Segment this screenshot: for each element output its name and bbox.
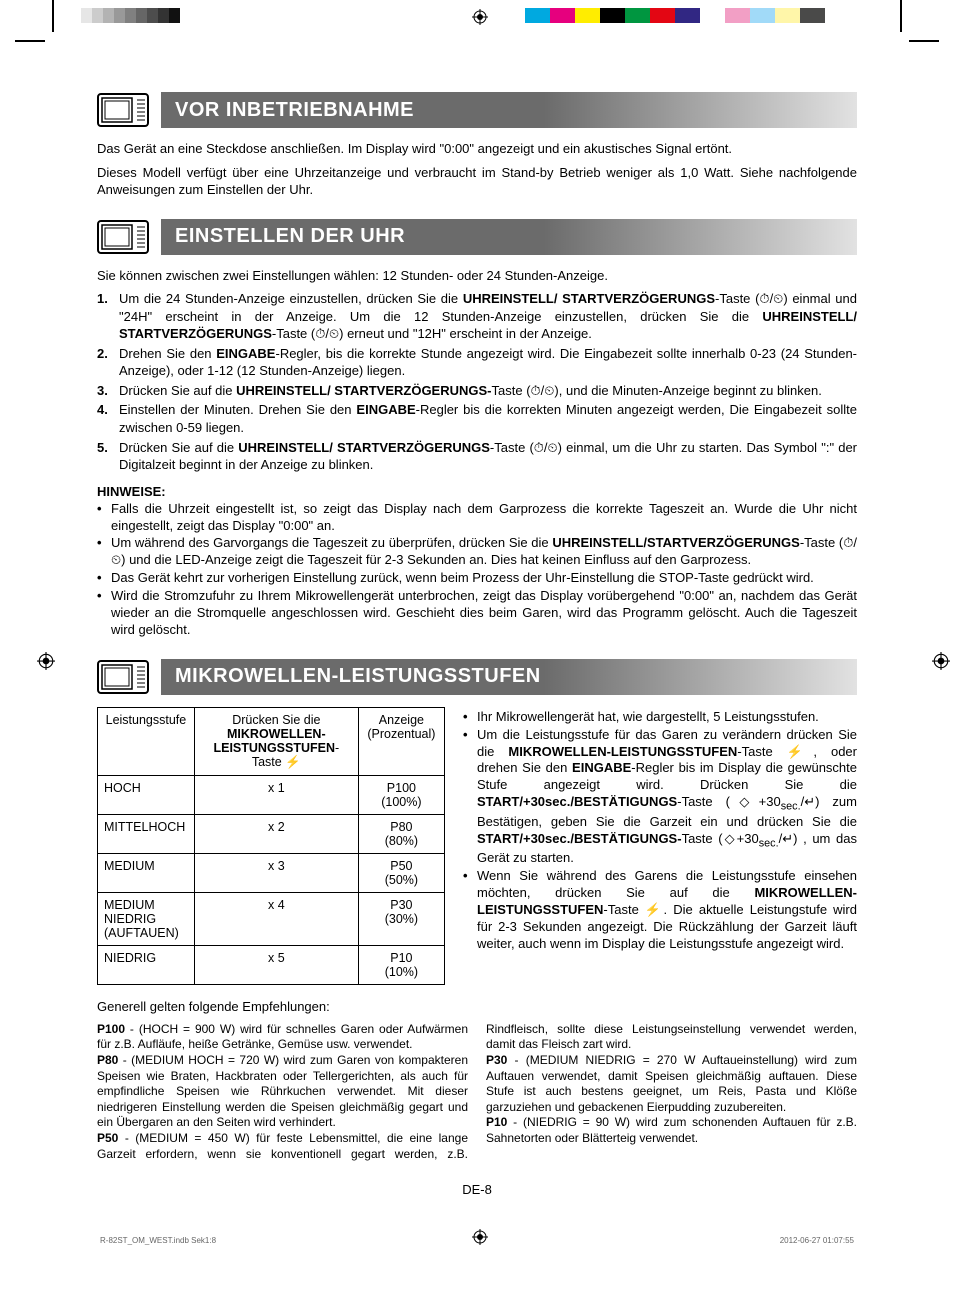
registration-mark-icon bbox=[37, 652, 55, 670]
step-item: 2.Drehen Sie den EINGABE-Regler, bis die… bbox=[97, 345, 857, 380]
hints-list: Falls die Uhrzeit eingestellt ist, so ze… bbox=[97, 501, 857, 639]
hint-item: Das Gerät kehrt zur vorherigen Einstellu… bbox=[97, 570, 857, 587]
section-title: EINSTELLEN DER UHR bbox=[161, 219, 857, 255]
section-header-power: MIKROWELLEN-LEISTUNGSSTUFEN bbox=[97, 657, 857, 697]
table-cell: NIEDRIG bbox=[98, 945, 195, 984]
table-cell: P10(10%) bbox=[358, 945, 444, 984]
table-row: NIEDRIGx 5P10(10%) bbox=[98, 945, 445, 984]
table-cell: MEDIUM bbox=[98, 853, 195, 892]
table-header: Leistungsstufe bbox=[98, 707, 195, 775]
table-row: MITTELHOCHx 2P80(80%) bbox=[98, 814, 445, 853]
table-header: Anzeige (Prozentual) bbox=[358, 707, 444, 775]
power-two-col: LeistungsstufeDrücken Sie die MIKROWELLE… bbox=[97, 707, 857, 985]
section-title: VOR INBETRIEBNAHME bbox=[161, 92, 857, 128]
paragraph: Dieses Modell verfügt über eine Uhrzeita… bbox=[97, 164, 857, 199]
table-cell: x 4 bbox=[194, 892, 358, 945]
list-item: Um die Leistungsstufe für das Garen zu v… bbox=[463, 727, 857, 868]
table-cell: P50(50%) bbox=[358, 853, 444, 892]
table-cell: MEDIUM NIEDRIG(AUFTAUEN) bbox=[98, 892, 195, 945]
table-row: MEDIUM NIEDRIG(AUFTAUEN)x 4P30(30%) bbox=[98, 892, 445, 945]
step-item: 3.Drücken Sie auf die UHREINSTELL/ START… bbox=[97, 382, 857, 400]
section-header-uhr: EINSTELLEN DER UHR bbox=[97, 217, 857, 257]
paragraph: Das Gerät an eine Steckdose anschließen.… bbox=[97, 140, 857, 158]
recs-body: P100 - (HOCH = 900 W) wird für schnelles… bbox=[97, 1022, 857, 1162]
microwave-icon bbox=[97, 217, 149, 257]
step-item: 1.Um die 24 Stunden-Anzeige einzustellen… bbox=[97, 290, 857, 343]
hint-item: Um während des Garvorgangs die Tageszeit… bbox=[97, 535, 857, 569]
table-header: Drücken Sie die MIKROWELLEN-LEISTUNGSSTU… bbox=[194, 707, 358, 775]
table-cell: MITTELHOCH bbox=[98, 814, 195, 853]
step-item: 5.Drücken Sie auf die UHREINSTELL/ START… bbox=[97, 439, 857, 474]
table-cell: x 3 bbox=[194, 853, 358, 892]
recs-title: Generell gelten folgende Empfehlungen: bbox=[97, 999, 857, 1014]
table-cell: HOCH bbox=[98, 775, 195, 814]
page-number: DE-8 bbox=[97, 1182, 857, 1197]
footer-meta: R-82ST_OM_WEST.indb Sek1:8 2012-06-27 01… bbox=[100, 1236, 854, 1245]
list-item: Wenn Sie während des Garens die Leistung… bbox=[463, 868, 857, 952]
footer-right: 2012-06-27 01:07:55 bbox=[780, 1236, 854, 1245]
registration-mark-icon bbox=[472, 9, 488, 25]
step-item: 4.Einstellen der Minuten. Drehen Sie den… bbox=[97, 401, 857, 436]
microwave-icon bbox=[97, 90, 149, 130]
table-row: MEDIUMx 3P50(50%) bbox=[98, 853, 445, 892]
power-table: LeistungsstufeDrücken Sie die MIKROWELLE… bbox=[97, 707, 445, 985]
table-cell: P100(100%) bbox=[358, 775, 444, 814]
hints-label: HINWEISE: bbox=[97, 484, 857, 499]
table-cell: x 1 bbox=[194, 775, 358, 814]
table-cell: x 2 bbox=[194, 814, 358, 853]
hint-item: Wird die Stromzufuhr zu Ihrem Mikrowelle… bbox=[97, 588, 857, 639]
section-title: MIKROWELLEN-LEISTUNGSSTUFEN bbox=[161, 659, 857, 695]
list-item: Ihr Mikrowellengerät hat, wie dargestell… bbox=[463, 709, 857, 726]
page-content: VOR INBETRIEBNAHME Das Gerät an eine Ste… bbox=[97, 90, 857, 1257]
recommendations: Generell gelten folgende Empfehlungen: P… bbox=[97, 999, 857, 1162]
table-cell: P80(80%) bbox=[358, 814, 444, 853]
power-notes: Ihr Mikrowellengerät hat, wie dargestell… bbox=[463, 709, 857, 953]
microwave-icon bbox=[97, 657, 149, 697]
registration-mark-icon bbox=[932, 652, 950, 670]
table-cell: x 5 bbox=[194, 945, 358, 984]
section-header-vor: VOR INBETRIEBNAHME bbox=[97, 90, 857, 130]
hint-item: Falls die Uhrzeit eingestellt ist, so ze… bbox=[97, 501, 857, 535]
footer-left: R-82ST_OM_WEST.indb Sek1:8 bbox=[100, 1236, 216, 1245]
paragraph: Sie können zwischen zwei Einstellungen w… bbox=[97, 267, 857, 285]
table-cell: P30(30%) bbox=[358, 892, 444, 945]
steps-list: 1.Um die 24 Stunden-Anzeige einzustellen… bbox=[97, 290, 857, 473]
table-row: HOCHx 1P100(100%) bbox=[98, 775, 445, 814]
